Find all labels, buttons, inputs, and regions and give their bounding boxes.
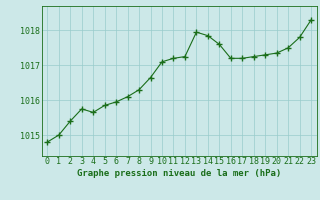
X-axis label: Graphe pression niveau de la mer (hPa): Graphe pression niveau de la mer (hPa) (77, 169, 281, 178)
